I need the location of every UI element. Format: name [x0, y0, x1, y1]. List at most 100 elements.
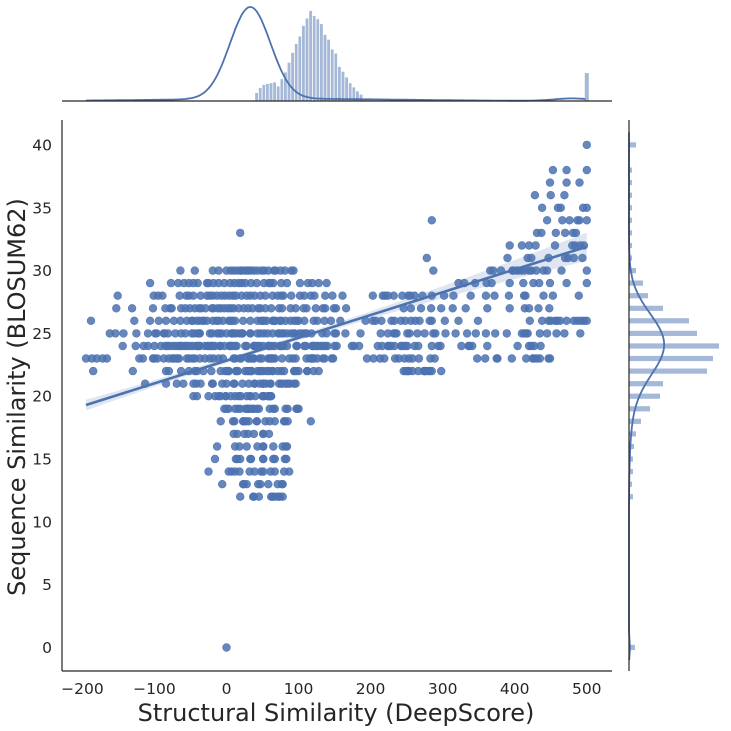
- scatter-point: [542, 216, 552, 225]
- scatter-point: [216, 417, 225, 426]
- scatter-point: [552, 329, 561, 338]
- scatter-point: [430, 354, 439, 363]
- scatter-point: [532, 266, 541, 275]
- scatter-point: [236, 492, 245, 501]
- scatter-point: [267, 392, 276, 401]
- scatter-point: [249, 429, 259, 439]
- scatter-point: [462, 329, 472, 338]
- scatter-point: [551, 228, 560, 238]
- scatter-point: [252, 278, 261, 288]
- scatter-point: [507, 354, 516, 363]
- scatter-point: [294, 366, 303, 376]
- scatter-point: [277, 354, 287, 363]
- right-histogram-bar: [629, 456, 633, 462]
- scatter-point: [267, 304, 276, 313]
- scatter-point: [502, 329, 511, 338]
- scatter-point: [466, 291, 475, 300]
- right-histogram-bar: [629, 393, 660, 399]
- right-histogram-bar: [629, 481, 632, 487]
- scatter-point: [285, 467, 294, 476]
- scatter-point: [571, 228, 581, 238]
- scatter-point: [289, 266, 298, 275]
- scatter-point: [143, 329, 153, 338]
- scatter-point: [537, 228, 546, 238]
- scatter-point: [277, 304, 287, 313]
- top-histogram-bar: [258, 87, 263, 102]
- scatter-point: [326, 316, 336, 325]
- scatter-point: [422, 253, 431, 263]
- scatter-point: [233, 429, 242, 439]
- scatter-point: [270, 404, 279, 413]
- top-histogram-bar: [280, 78, 284, 102]
- right-histogram-bar: [629, 418, 641, 424]
- scatter-point: [167, 304, 176, 313]
- scatter-point: [127, 304, 137, 313]
- scatter-point: [537, 203, 547, 213]
- scatter-point: [517, 241, 527, 250]
- scatter-point: [176, 266, 185, 275]
- scatter-point: [530, 191, 540, 200]
- scatter-point: [314, 366, 323, 376]
- y-tick-label: 20: [32, 388, 52, 406]
- right-histogram-bar: [629, 180, 632, 186]
- scatter-point: [562, 278, 571, 288]
- scatter-point: [131, 341, 140, 351]
- scatter-point: [377, 316, 386, 325]
- top-histogram-bar: [290, 52, 295, 102]
- scatter-point: [524, 304, 534, 313]
- scatter-point: [161, 316, 171, 325]
- scatter-point: [232, 341, 241, 351]
- right-histogram-bar: [629, 443, 634, 450]
- scatter-point: [283, 417, 292, 426]
- scatter-point: [437, 304, 446, 313]
- scatter-point: [235, 467, 244, 476]
- scatter-point: [560, 191, 569, 200]
- scatter-point: [193, 278, 202, 288]
- x-axis-label: Structural Similarity (DeepScore): [138, 699, 535, 727]
- scatter-point: [473, 354, 482, 363]
- scatter-point: [269, 278, 278, 288]
- scatter-point: [294, 404, 303, 413]
- scatter-point: [321, 291, 330, 300]
- scatter-point: [437, 366, 446, 376]
- scatter-point: [256, 480, 265, 489]
- top-histogram-bar: [319, 23, 324, 102]
- scatter-point: [261, 291, 270, 300]
- scatter-point: [295, 278, 305, 288]
- scatter-point: [269, 442, 278, 451]
- scatter-point: [542, 329, 552, 338]
- scatter-point: [582, 266, 591, 275]
- top-histogram-bar: [305, 18, 309, 102]
- top-histogram-bar: [276, 85, 281, 102]
- scatter-point: [576, 329, 585, 338]
- scatter-point: [582, 140, 591, 150]
- scatter-point: [493, 354, 502, 363]
- scatter-point: [113, 291, 122, 300]
- scatter-point: [278, 492, 287, 501]
- scatter-point: [242, 480, 251, 489]
- scatter-point: [341, 304, 351, 313]
- scatter-point: [569, 253, 578, 263]
- scatter-point: [230, 417, 239, 426]
- scatter-point: [457, 341, 466, 351]
- scatter-point: [283, 404, 292, 413]
- scatter-point: [264, 429, 274, 439]
- scatter-point: [523, 329, 532, 338]
- scatter-point: [403, 341, 412, 351]
- scatter-point: [145, 278, 155, 288]
- scatter-point: [270, 467, 279, 476]
- scatter-point: [163, 329, 173, 338]
- scatter-point: [320, 354, 329, 363]
- scatter-point: [328, 354, 338, 363]
- scatter-point: [166, 278, 176, 288]
- scatter-point: [545, 278, 555, 288]
- right-histogram-bar: [629, 330, 697, 336]
- scatter-point: [118, 341, 127, 351]
- scatter-point: [189, 291, 198, 300]
- scatter-point: [503, 253, 512, 263]
- scatter-point: [368, 291, 377, 300]
- right-histogram-bar: [629, 242, 632, 249]
- scatter-point: [212, 442, 222, 451]
- scatter-point: [414, 354, 424, 363]
- top-histogram-bar: [323, 34, 327, 102]
